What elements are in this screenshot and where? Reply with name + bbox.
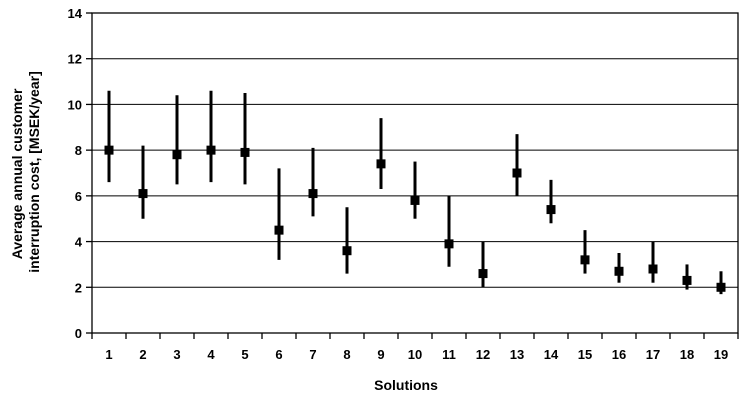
data-point — [682, 275, 692, 285]
x-tick-label: 2 — [139, 347, 146, 362]
axes — [86, 12, 739, 339]
x-tick-label: 13 — [510, 347, 524, 362]
x-tick-label: 18 — [680, 347, 694, 362]
x-tick-label: 17 — [646, 347, 660, 362]
data-point — [138, 189, 148, 199]
x-tick-label: 16 — [612, 347, 626, 362]
data-point — [648, 264, 658, 274]
y-axis-title: Average annual customer interruption cos… — [9, 71, 42, 272]
data-point — [410, 195, 420, 205]
data-point — [614, 266, 624, 276]
y-axis-title-line-1: Average annual customer — [9, 88, 25, 259]
plot-frame — [91, 12, 739, 334]
x-tick-label: 12 — [476, 347, 490, 362]
x-tick-label: 11 — [442, 347, 456, 362]
y-tick-label: 12 — [68, 52, 82, 67]
x-tick-label: 3 — [173, 347, 180, 362]
data-point — [478, 269, 488, 279]
x-tick-label: 15 — [578, 347, 592, 362]
y-tick-label: 6 — [75, 189, 82, 204]
x-tick-label: 10 — [408, 347, 422, 362]
data-point — [240, 147, 250, 157]
x-tick-label: 4 — [207, 347, 215, 362]
x-tick-label: 6 — [275, 347, 282, 362]
y-tick-label: 10 — [68, 97, 82, 112]
x-tick-label: 19 — [714, 347, 728, 362]
data-point — [104, 145, 114, 155]
x-tick-label: 5 — [241, 347, 248, 362]
y-tick-label: 2 — [75, 280, 82, 295]
data-marks — [104, 90, 726, 295]
data-point — [444, 239, 454, 249]
data-point — [376, 159, 386, 169]
x-tick-label: 8 — [343, 347, 350, 362]
data-point — [546, 205, 556, 215]
y-tick-label: 0 — [75, 326, 82, 341]
x-tick-label: 7 — [309, 347, 316, 362]
data-point — [274, 225, 284, 235]
y-tick-label: 8 — [75, 143, 82, 158]
data-point — [172, 150, 182, 160]
x-tick-label: 9 — [377, 347, 384, 362]
data-point — [342, 246, 352, 256]
y-tick-label: 4 — [75, 235, 83, 250]
data-point — [580, 255, 590, 265]
data-point — [308, 189, 318, 199]
data-point — [206, 145, 216, 155]
x-tick-label: 1 — [105, 347, 112, 362]
data-point — [716, 282, 726, 292]
x-tick-label: 14 — [544, 347, 559, 362]
data-point — [512, 168, 522, 178]
x-axis-title: Solutions — [374, 377, 438, 393]
y-axis-title-line-2: interruption cost, [MSEK/year] — [26, 71, 42, 272]
y-tick-label: 14 — [68, 6, 83, 21]
